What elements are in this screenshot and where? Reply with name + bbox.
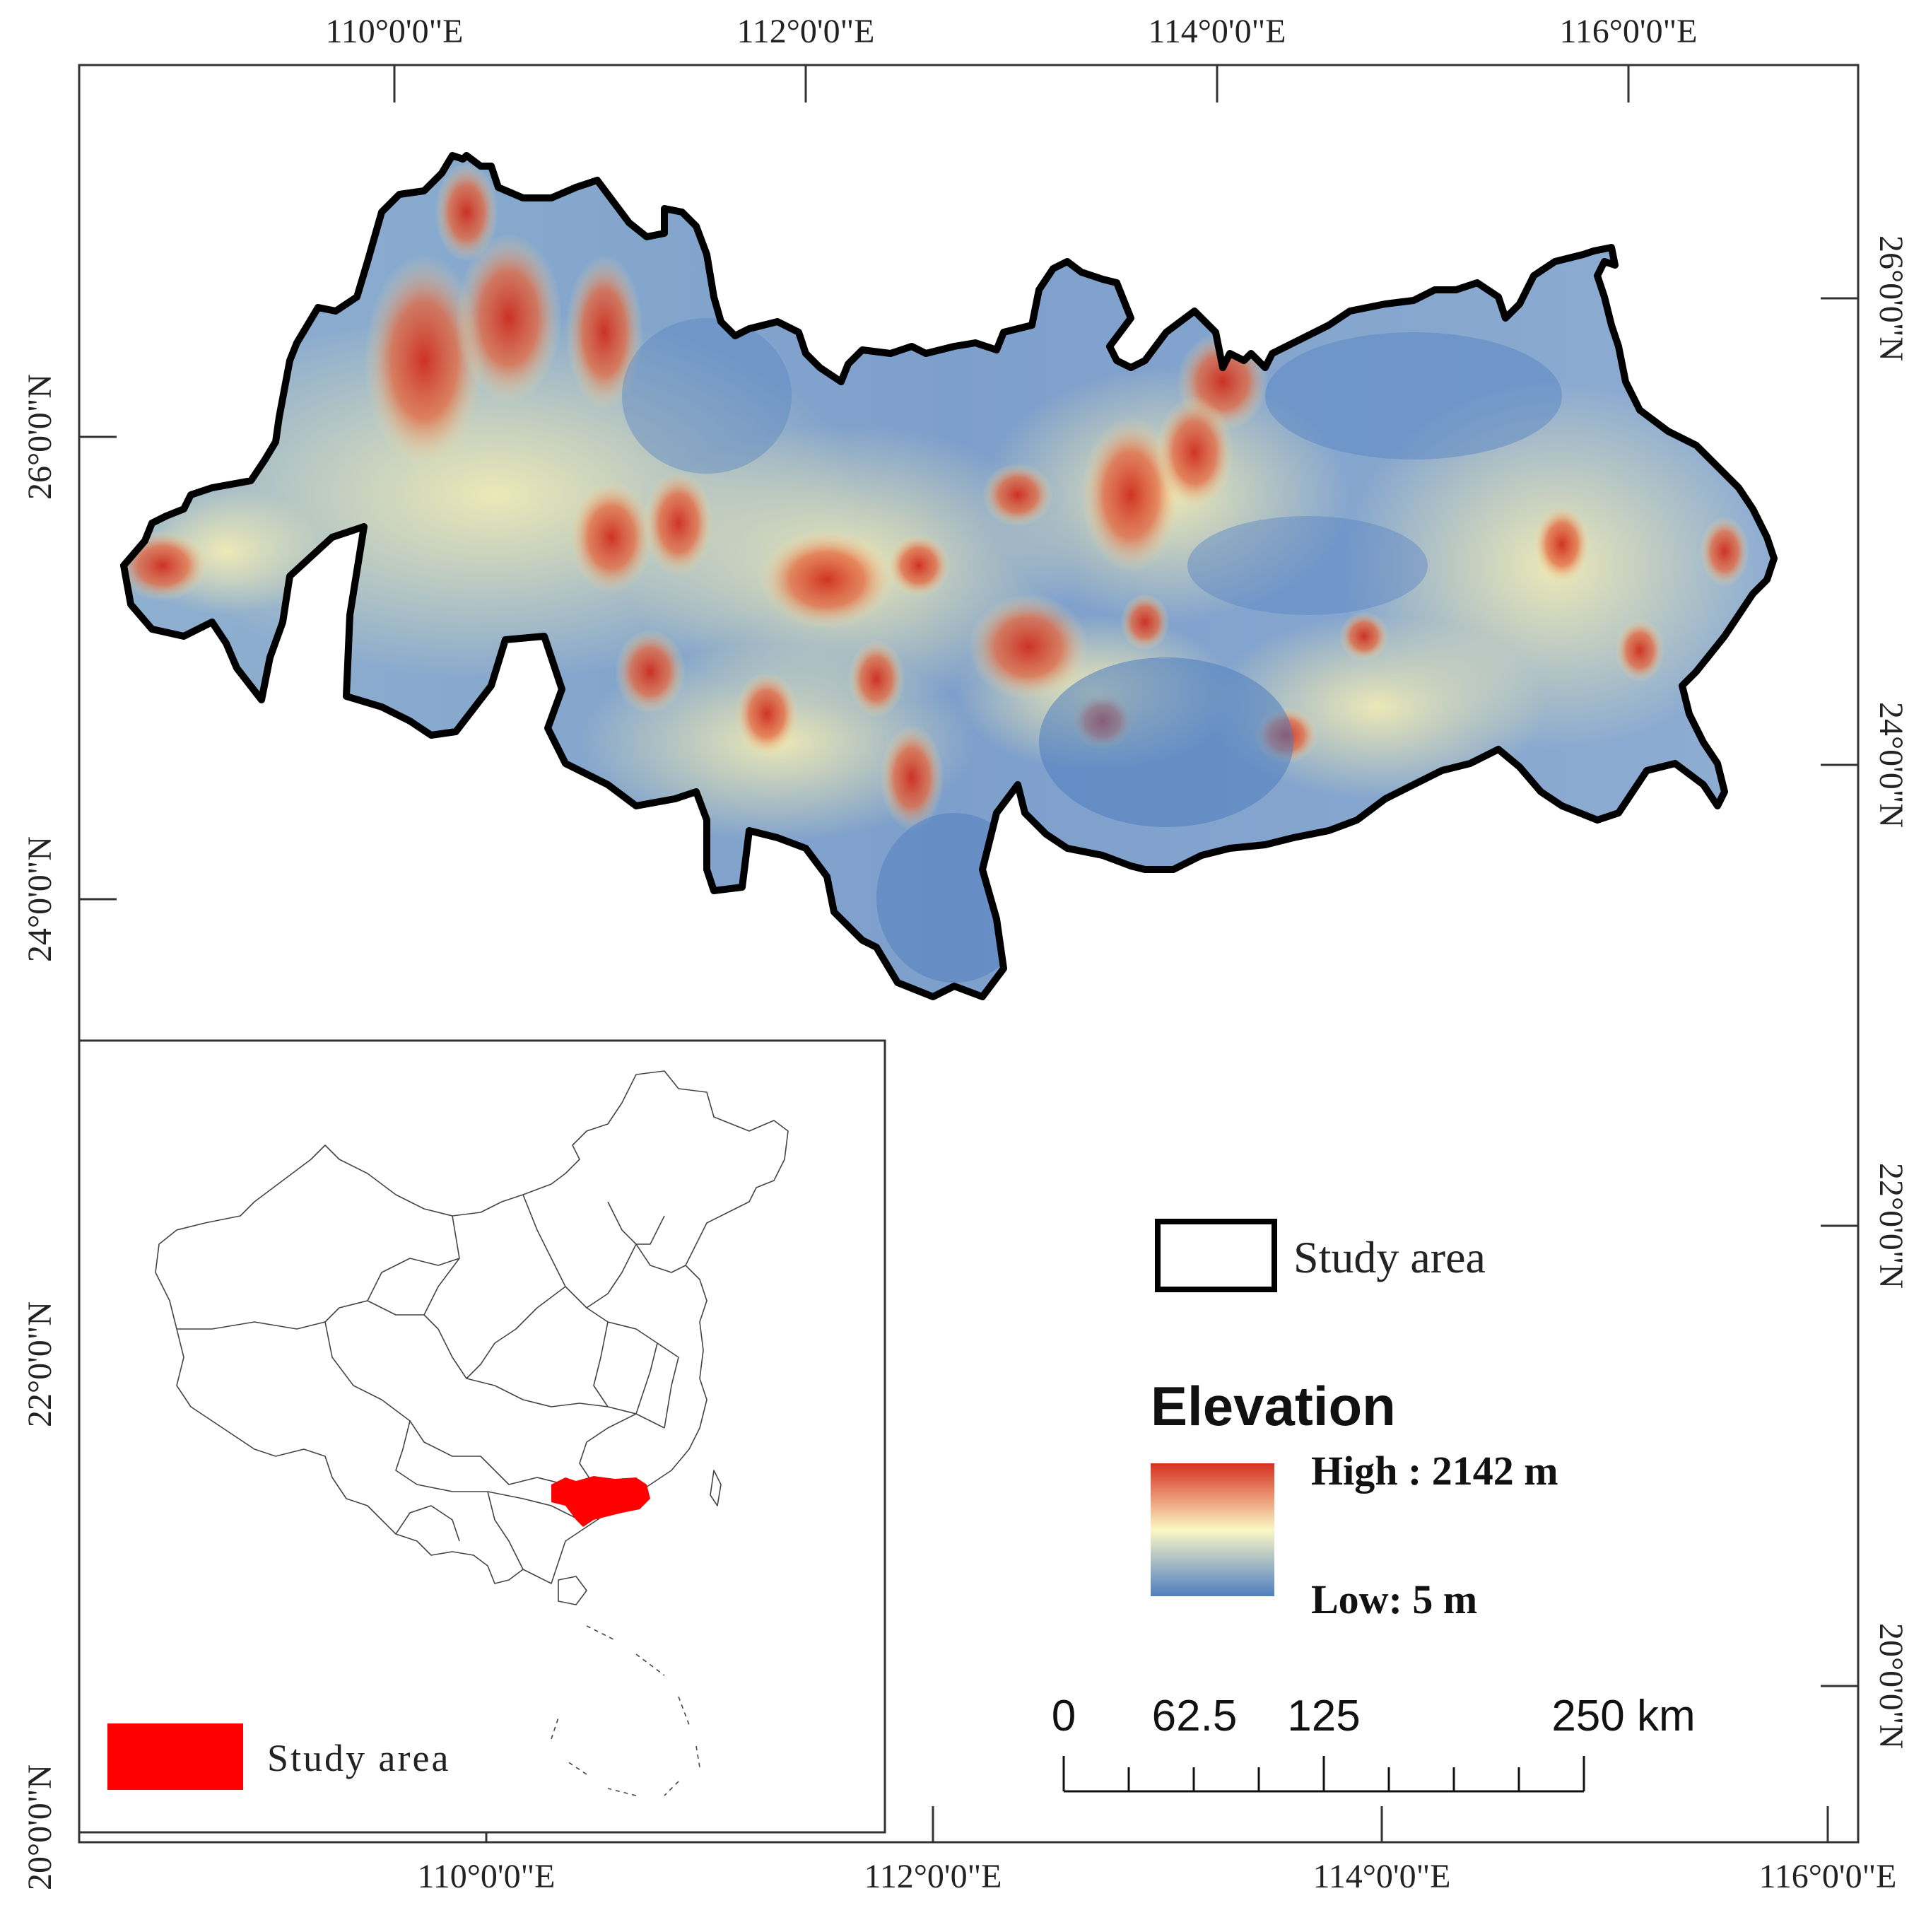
top-lon-label-110: 110°0'0"E [326,13,464,50]
left-lat-label-20: 20°0'0"N [21,1764,59,1890]
bottom-lon-label-114: 114°0'0"E [1313,1858,1451,1895]
scale-label-125: 125 [1287,1692,1360,1740]
legend-high-label: High : 2142 m [1311,1448,1558,1494]
bottom-lon-label-110: 110°0'0"E [418,1858,556,1895]
right-latitude-axis [1821,297,1858,1687]
right-lat-label-22: 22°0'0"N [1872,1163,1910,1289]
legend-low-label: Low: 5 m [1311,1576,1477,1622]
bottom-lon-label-112: 112°0'0"E [864,1858,1002,1895]
inset-legend-swatch [107,1723,243,1790]
left-lat-label-24: 24°0'0"N [21,836,59,962]
china-provinces-outline [155,1070,789,1796]
legend-elevation: Elevation High : 2142 m Low: 5 m [1151,1375,1558,1622]
top-lon-label-112: 112°0'0"E [737,13,875,50]
left-lat-label-22: 22°0'0"N [21,1301,59,1427]
scale-label-62-5: 62.5 [1152,1692,1238,1740]
right-lat-label-24: 24°0'0"N [1872,702,1910,828]
legend-boundary-label: Study area [1293,1232,1486,1282]
right-lat-label-20: 20°0'0"N [1872,1623,1910,1749]
top-lon-label-114: 114°0'0"E [1149,13,1286,50]
legend-boundary: Study area [1155,1219,1486,1292]
legend-boundary-swatch [1155,1219,1277,1292]
bottom-lon-label-116: 116°0'0"E [1759,1858,1897,1895]
elevation-color-ramp [1151,1463,1274,1596]
top-lon-label-116: 116°0'0"E [1560,13,1698,50]
inset-legend-label: Study area [267,1737,450,1779]
inset-map: Study area [78,1039,886,1834]
inset-frame [78,1039,886,1834]
inset-study-area [551,1476,650,1527]
scale-label-0: 0 [1052,1692,1076,1740]
scale-label-250: 250 km [1551,1692,1695,1740]
left-lat-label-26: 26°0'0"N [21,374,59,500]
top-longitude-axis [393,65,1630,103]
legend-elevation-title: Elevation [1151,1375,1396,1437]
scale-bar: 0 62.5 125 250 km [1052,1692,1696,1793]
right-lat-label-26: 26°0'0"N [1872,235,1910,361]
left-latitude-axis [79,435,117,901]
